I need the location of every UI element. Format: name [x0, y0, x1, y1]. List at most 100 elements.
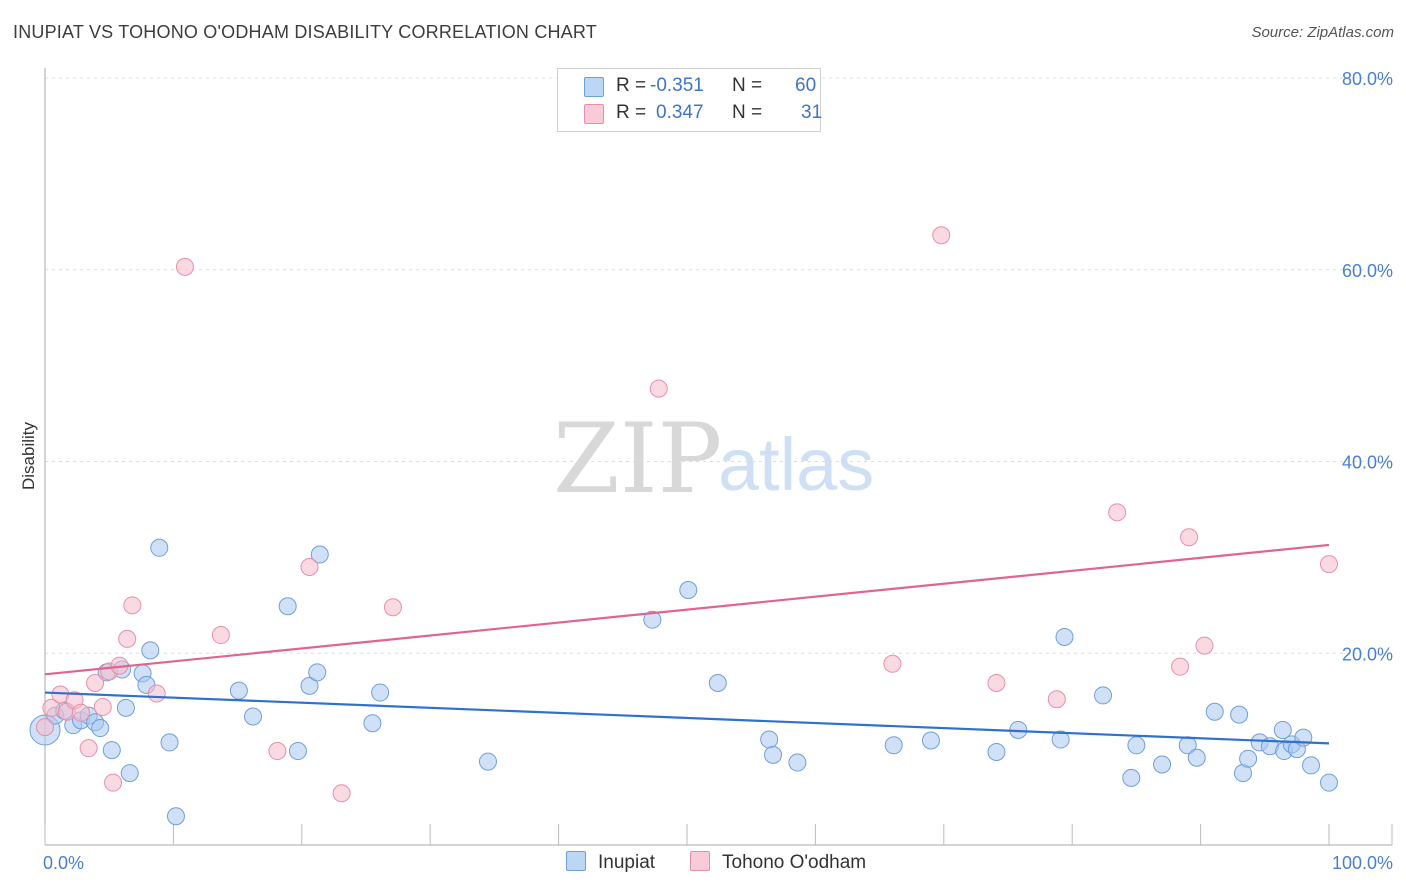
inupiat-point — [1153, 755, 1172, 774]
legend-n-value-inupiat: 60 — [795, 75, 817, 96]
tohono-point — [383, 598, 402, 617]
inupiat-point — [244, 707, 263, 726]
tohono-legend-swatch — [690, 851, 710, 871]
y-tick-label: 40.0% — [1342, 453, 1393, 473]
tohono-point — [147, 684, 166, 703]
tohono-point — [300, 557, 319, 576]
correlation-legend: R = -0.351 N = 60 R = 0.347 N = 31 — [557, 68, 823, 132]
inupiat-point — [1239, 749, 1258, 768]
inupiat-point — [91, 719, 110, 738]
tohono-point — [883, 654, 902, 673]
tohono-point — [1320, 555, 1338, 574]
watermark: ZIP atlas — [553, 403, 874, 515]
inupiat-point — [1094, 686, 1113, 705]
tohono-point — [332, 784, 351, 803]
tohono-point — [1180, 528, 1199, 547]
inupiat-point — [308, 663, 327, 682]
legend-r-label: R = — [616, 102, 647, 123]
tohono-point — [1108, 503, 1127, 522]
tohono-point — [93, 697, 112, 716]
inupiat-point — [363, 714, 382, 733]
inupiat-point — [141, 641, 160, 660]
tohono-point — [649, 379, 668, 398]
inupiat-point — [166, 807, 185, 826]
y-tick-label: 60.0% — [1342, 261, 1393, 281]
inupiat-point — [921, 731, 940, 750]
tohono-point — [268, 742, 287, 761]
tohono-swatch — [584, 104, 604, 124]
inupiat-point — [1302, 756, 1321, 775]
inupiat-point — [160, 733, 179, 752]
inupiat-swatch — [584, 77, 604, 97]
inupiat-point — [1320, 773, 1338, 792]
tohono-point — [36, 718, 54, 737]
inupiat-point — [760, 730, 779, 749]
inupiat-legend-label: Inupiat — [598, 852, 656, 873]
x-tick-label: 100.0% — [1332, 853, 1393, 873]
inupiat-point — [764, 745, 783, 764]
watermark-atlas: atlas — [718, 423, 874, 506]
inupiat-point — [478, 752, 497, 771]
inupiat-trend-line — [44, 691, 1330, 745]
inupiat-point — [643, 610, 662, 629]
inupiat-legend-swatch — [566, 851, 586, 871]
tohono-point — [932, 226, 951, 245]
tohono-point — [118, 629, 137, 648]
inupiat-point — [1273, 720, 1292, 739]
inupiat-point — [120, 764, 139, 783]
chart-title: INUPIAT VS TOHONO O'ODHAM DISABILITY COR… — [13, 22, 598, 42]
tohono-point — [175, 257, 194, 276]
tohono-point — [86, 673, 105, 692]
inupiat-point — [1055, 627, 1074, 646]
inupiat-point — [310, 545, 329, 564]
inupiat-point — [278, 597, 297, 616]
y-tick-label: 80.0% — [1342, 69, 1393, 89]
x-tick-label: 0.0% — [43, 853, 84, 873]
inupiat-point — [1122, 768, 1141, 787]
legend-n-label: N = — [732, 75, 763, 96]
gridlines — [45, 77, 1392, 654]
y-tick-label: 20.0% — [1342, 644, 1393, 664]
tohono-trend-line — [44, 543, 1330, 676]
tohono-point — [1195, 636, 1214, 655]
watermark-zip: ZIP — [553, 403, 722, 515]
tohono-point — [123, 596, 142, 615]
tohono-point — [71, 703, 90, 722]
legend-n-value-tohono: 31 — [801, 102, 823, 123]
legend-r-value-tohono: 0.347 — [656, 102, 704, 123]
inupiat-point — [884, 736, 903, 755]
inupiat-point — [1127, 736, 1146, 755]
inupiat-point — [708, 673, 727, 692]
y-axis-label: Disability — [19, 421, 38, 490]
inupiat-point — [788, 753, 807, 772]
inupiat-point — [300, 676, 319, 695]
inupiat-point — [229, 681, 248, 700]
inupiat-point — [1187, 748, 1206, 767]
inupiat-point — [102, 741, 121, 760]
tohono-point — [104, 773, 123, 792]
tohono-point — [211, 626, 230, 645]
tohono-point — [987, 673, 1006, 692]
inupiat-point — [116, 698, 135, 717]
tohono-point — [79, 739, 98, 758]
inupiat-point — [1230, 705, 1249, 724]
tick-labels: 20.0% 40.0% 60.0% 80.0% 0.0% 100.0% — [43, 69, 1393, 873]
inupiat-point — [288, 742, 307, 761]
legend-r-value-inupiat: -0.351 — [650, 75, 704, 96]
inupiat-point — [1205, 702, 1224, 721]
legend-n-label: N = — [732, 102, 763, 123]
bottom-legend-inupiat: Inupiat — [566, 851, 655, 874]
tohono-point — [1171, 657, 1190, 676]
inupiat-point — [987, 743, 1006, 762]
inupiat-point — [1051, 730, 1070, 749]
inupiat-point — [150, 538, 169, 557]
tohono-point — [1047, 690, 1066, 709]
inupiat-point — [371, 683, 390, 702]
tohono-legend-label: Tohono O'odham — [722, 852, 867, 873]
legend-r-label: R = — [616, 75, 647, 96]
source-label: Source: ZipAtlas.com — [1251, 24, 1394, 41]
bottom-legend-tohono: Tohono O'odham — [690, 851, 866, 874]
trend-lines — [44, 543, 1330, 745]
inupiat-point — [679, 580, 698, 599]
